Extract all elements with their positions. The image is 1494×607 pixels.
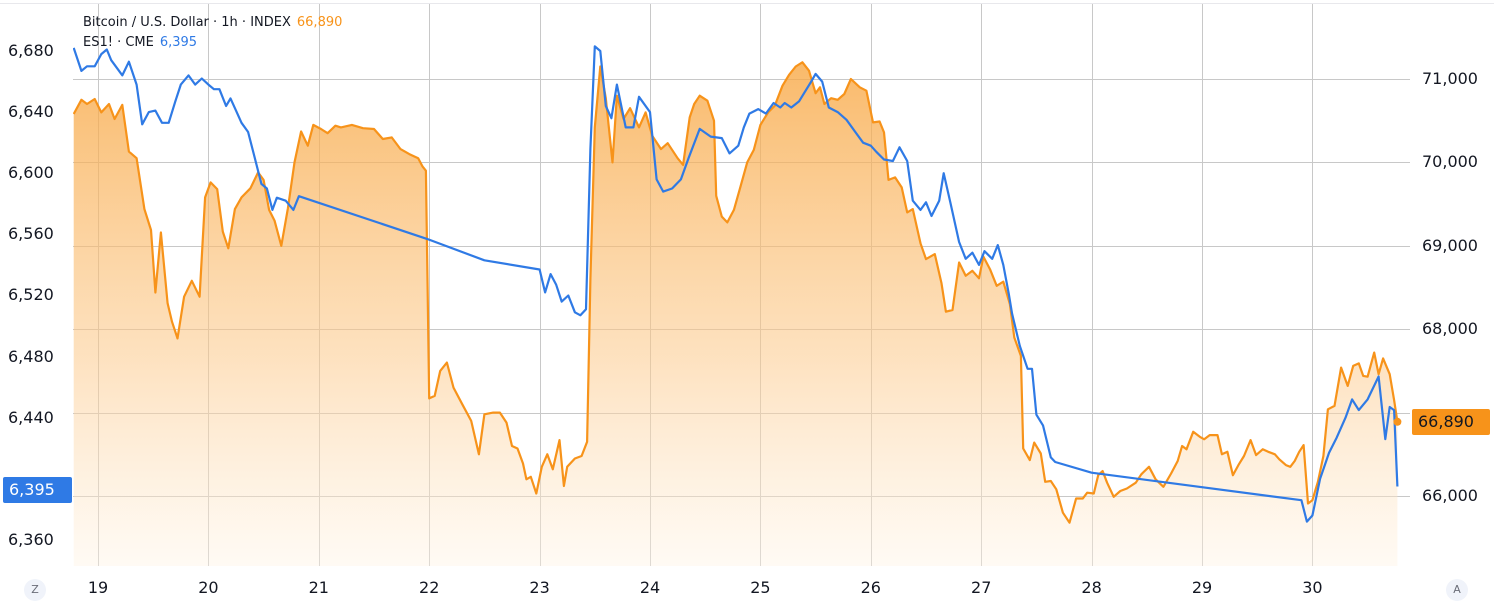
time-axis-tick-label: 24 (639, 578, 661, 597)
right-axis-tick-label: 69,000 (1422, 235, 1478, 255)
legend-btc-value: 66,890 (296, 15, 343, 30)
time-axis-tick-label: 21 (308, 578, 329, 597)
es-last-price-badge: 6,395 (3, 477, 72, 503)
legend-btc-label: Bitcoin / U.S. Dollar · 1h · INDEX (83, 15, 291, 30)
auto-scale-button[interactable]: A (1446, 579, 1468, 601)
btc-last-price-badge: 66,890 (1412, 409, 1490, 435)
time-axis-tick-label: 29 (1191, 578, 1213, 597)
left-axis-tick-label: 6,640 (8, 102, 54, 122)
time-axis-tick-label: 26 (860, 578, 881, 597)
left-axis-tick-label: 6,480 (8, 346, 54, 366)
left-axis-tick-label: 6,560 (8, 224, 54, 244)
left-axis-tick-label: 6,360 (8, 529, 54, 549)
time-axis-tick-label: 25 (750, 578, 771, 597)
es-price-line[interactable] (73, 45, 1399, 523)
left-axis-tick-label: 6,440 (8, 407, 54, 427)
legend-row-btc[interactable]: Bitcoin / U.S. Dollar · 1h · INDEX 66,890 (83, 13, 342, 33)
btc-last-point-marker (1393, 417, 1402, 426)
legend-row-es[interactable]: ES1! · CME 6,395 (83, 33, 342, 53)
right-axis-tick-label: 71,000 (1422, 69, 1478, 88)
time-axis-tick-label: 19 (87, 578, 109, 597)
chart-legend: Bitcoin / U.S. Dollar · 1h · INDEX 66,890… (83, 13, 342, 53)
zoom-reset-button[interactable]: Z (24, 579, 46, 601)
legend-es-label: ES1! · CME (83, 35, 154, 50)
time-axis-tick-label: 23 (529, 578, 550, 597)
left-axis-tick-label: 6,680 (8, 41, 54, 60)
time-axis-tick-label: 28 (1081, 578, 1102, 597)
btc-area-fill (73, 62, 1398, 566)
left-axis-tick-label: 6,600 (8, 163, 54, 183)
left-axis-tick-label: 6,520 (8, 285, 54, 305)
right-axis-tick-label: 66,000 (1422, 486, 1478, 505)
right-axis-tick-label: 70,000 (1422, 152, 1478, 172)
legend-es-value: 6,395 (159, 35, 198, 50)
time-axis-tick-label: 27 (971, 578, 992, 597)
time-axis-tick-label: 30 (1302, 578, 1323, 597)
right-axis-tick-label: 68,000 (1422, 319, 1478, 339)
time-axis-tick-label: 22 (419, 578, 440, 597)
time-axis-tick-label: 20 (198, 578, 219, 597)
